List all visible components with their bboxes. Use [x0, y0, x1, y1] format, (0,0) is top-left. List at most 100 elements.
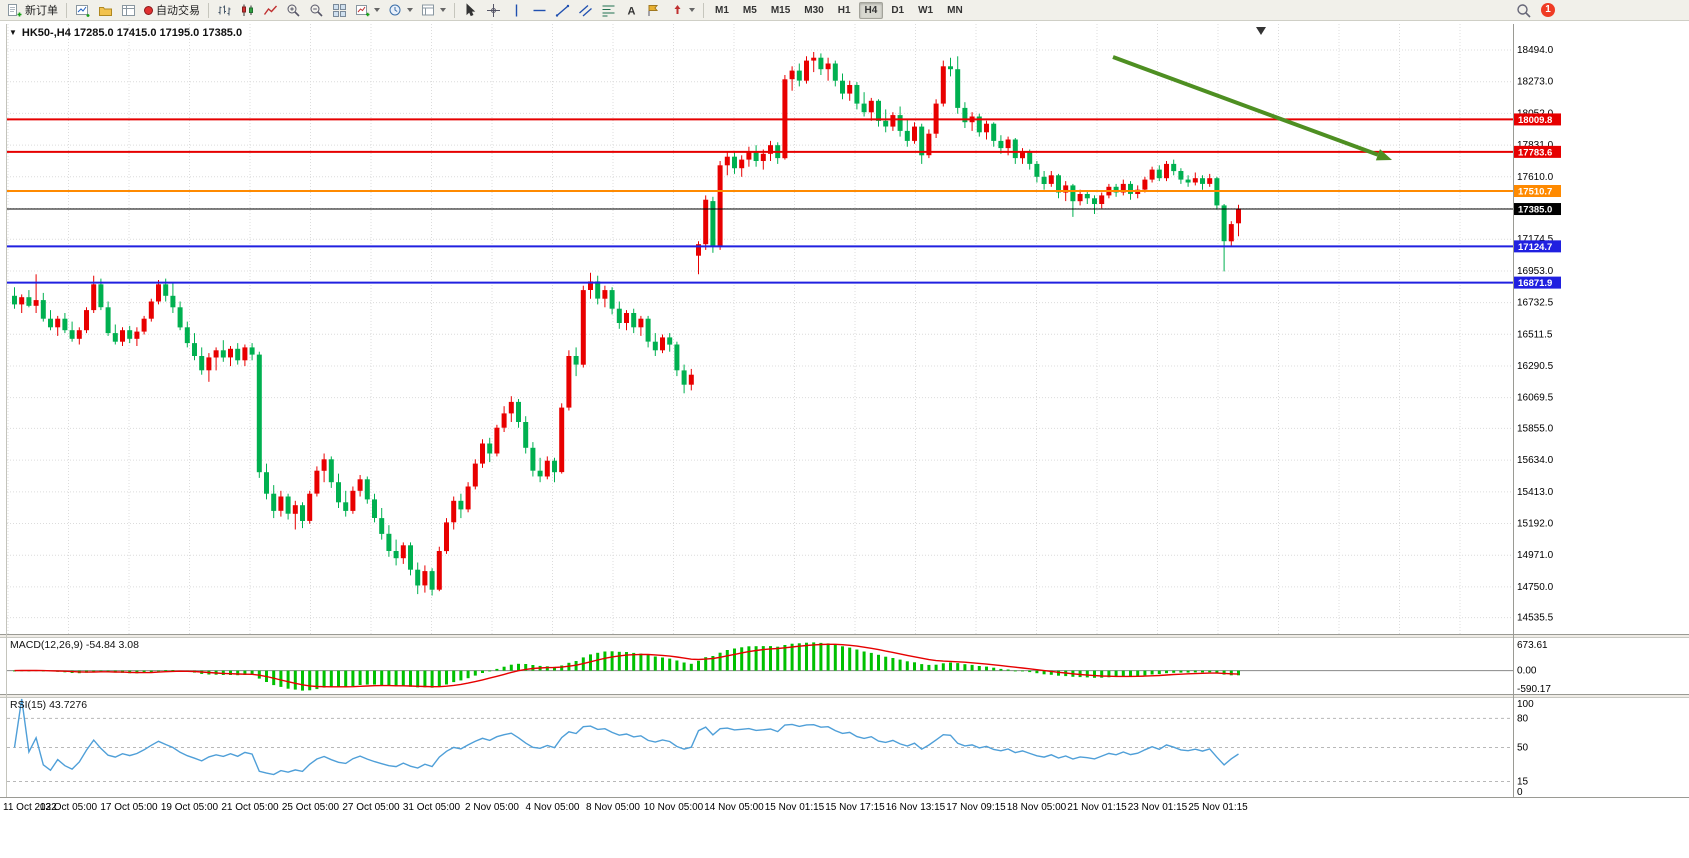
- candle-body: [264, 472, 269, 494]
- collapse-ohlc-icon[interactable]: ▼: [9, 28, 17, 37]
- macd-histogram-bar: [545, 666, 549, 671]
- macd-histogram-bar: [149, 670, 153, 672]
- panel-separator[interactable]: [0, 634, 1689, 638]
- timeframe-M1[interactable]: M1: [715, 4, 729, 16]
- indicators-dropdown-button[interactable]: [351, 1, 384, 20]
- candle-body: [386, 533, 392, 551]
- tile-windows-button[interactable]: [328, 1, 351, 20]
- macd-histogram-bar: [380, 670, 384, 686]
- macd-histogram-bar: [1179, 670, 1183, 673]
- candle-body: [26, 297, 32, 306]
- macd-histogram-bar: [898, 659, 902, 671]
- templates-dropdown-button[interactable]: [417, 1, 450, 20]
- candle-body: [112, 333, 118, 342]
- notification-badge[interactable]: 1: [1541, 3, 1555, 17]
- candle-body: [559, 407, 565, 473]
- rsi-scale-label: 50: [1517, 743, 1529, 754]
- y-axis-label: 15413.0: [1517, 487, 1554, 498]
- x-axis-label: 8 Nov 05:00: [586, 802, 640, 813]
- candle-body: [566, 356, 572, 408]
- line-chart-button[interactable]: [259, 1, 282, 20]
- macd-histogram-bar: [473, 670, 477, 676]
- chevron-down-icon: [440, 8, 446, 12]
- candle-body: [976, 116, 982, 133]
- trend-arrow[interactable]: [1112, 55, 1379, 157]
- macd-histogram-bar: [409, 670, 412, 687]
- new-chart-button[interactable]: [71, 1, 94, 20]
- data-window-button[interactable]: [117, 1, 140, 20]
- candle-body: [343, 502, 349, 511]
- candle-body: [487, 443, 493, 454]
- zoom-out-button[interactable]: [305, 1, 328, 20]
- toolbar: 新订单 自动交易 A M1 M5 M15 M30 H1 H4 D1 W1 MN: [0, 0, 1689, 21]
- timeframe-D1[interactable]: D1: [891, 4, 905, 16]
- cursor-tool-button[interactable]: [459, 1, 482, 20]
- macd-histogram-bar: [891, 658, 895, 671]
- auto-trading-button[interactable]: 自动交易: [140, 0, 204, 20]
- y-axis-label: 14750.0: [1517, 582, 1554, 593]
- timeframe-W1[interactable]: W1: [918, 4, 934, 16]
- macd-histogram-bar: [308, 670, 312, 691]
- arrows-dropdown-button[interactable]: [666, 1, 699, 20]
- macd-histogram-bar: [725, 650, 729, 671]
- timeframe-MN[interactable]: MN: [947, 4, 963, 16]
- candle-body: [350, 490, 356, 511]
- vertical-line-tool-button[interactable]: [505, 1, 528, 20]
- macd-histogram-bar: [171, 670, 175, 671]
- candle-body: [48, 318, 53, 328]
- horizontal-line-tool-button[interactable]: [528, 1, 551, 20]
- cursor-icon: [466, 2, 476, 16]
- macd-histogram-bar: [956, 663, 960, 671]
- x-axis-label: 11 Oct 2022: [3, 802, 57, 813]
- candle-body: [660, 337, 665, 351]
- x-axis-label: 16 Nov 13:15: [886, 802, 946, 813]
- timeframe-M5[interactable]: M5: [742, 4, 757, 16]
- macd-histogram-bar: [279, 670, 283, 687]
- candle-body: [1034, 163, 1040, 177]
- candle-body: [530, 447, 536, 471]
- x-axis-label: 14 Nov 05:00: [704, 802, 764, 813]
- chart-shift-marker[interactable]: [1256, 27, 1266, 35]
- y-axis-label: 16069.5: [1517, 393, 1554, 404]
- new-order-button[interactable]: 新订单: [3, 0, 62, 20]
- candle-body: [868, 100, 874, 113]
- candle-body: [98, 284, 104, 308]
- crosshair-tool-button[interactable]: [482, 1, 505, 20]
- timeframe-M15[interactable]: M15: [770, 4, 791, 16]
- macd-histogram-bar: [1237, 670, 1240, 676]
- candle-body: [364, 479, 370, 500]
- x-axis-label: 17 Oct 05:00: [100, 802, 158, 813]
- candlestick-chart-button[interactable]: [236, 1, 259, 20]
- zoom-in-button[interactable]: [282, 1, 305, 20]
- timeframe-M30[interactable]: M30: [804, 4, 824, 16]
- periods-dropdown-button[interactable]: [384, 1, 417, 20]
- price-badge: [1514, 276, 1561, 289]
- macd-histogram-bar: [610, 651, 614, 671]
- macd-histogram-bar: [99, 670, 103, 672]
- timeframe-H4[interactable]: H4: [858, 1, 884, 19]
- macd-histogram-bar: [877, 654, 880, 671]
- bar-chart-button[interactable]: [213, 1, 236, 20]
- search-button[interactable]: [1516, 3, 1532, 24]
- profiles-button[interactable]: [94, 1, 117, 20]
- macd-histogram-bar: [286, 670, 290, 689]
- text-tool-button[interactable]: A: [620, 1, 643, 20]
- candle-body: [33, 300, 39, 306]
- macd-histogram-bar: [603, 651, 607, 671]
- candle-body: [184, 327, 190, 344]
- label-tool-button[interactable]: [643, 1, 666, 20]
- trendline-tool-button[interactable]: [551, 1, 574, 20]
- channel-tool-button[interactable]: [574, 1, 597, 20]
- candle-body: [62, 318, 68, 331]
- macd-histogram-bar: [733, 648, 736, 671]
- fibonacci-tool-button[interactable]: [597, 1, 620, 20]
- candle-body: [595, 281, 601, 299]
- candle-body: [1113, 186, 1119, 193]
- candle-body: [984, 123, 989, 133]
- y-axis-label: 16732.5: [1517, 298, 1554, 309]
- timeframe-H1[interactable]: H1: [837, 4, 851, 16]
- macd-histogram-bar: [1193, 670, 1197, 673]
- macd-histogram-bar: [164, 670, 168, 671]
- panel-separator[interactable]: [0, 694, 1689, 698]
